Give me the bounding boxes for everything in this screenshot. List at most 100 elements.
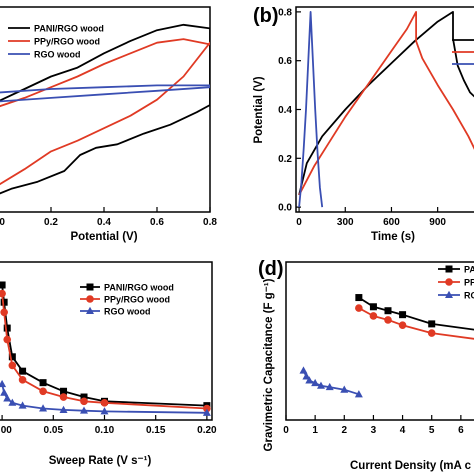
data-point — [18, 401, 27, 409]
data-point — [355, 304, 363, 312]
panel-label: (d) — [258, 258, 284, 280]
series-group — [298, 10, 474, 208]
y-tick-label: 0.4 — [278, 105, 292, 116]
series-line-1 — [0, 23, 210, 195]
x-axis-label: Current Density (mA c — [350, 460, 472, 472]
data-point — [202, 408, 211, 416]
x-tick-label: 5 — [429, 425, 435, 436]
data-point — [3, 335, 12, 344]
y-tick-label: 0.8 — [278, 7, 292, 18]
legend-marker-1 — [86, 283, 94, 291]
data-point — [0, 388, 9, 396]
data-point — [39, 379, 47, 387]
legend-marker-1 — [445, 265, 453, 273]
chart-panel-1: 0.0 0.2 0.4 0.6 0.8 Potential (V) PANI/RGO woo… — [0, 6, 217, 243]
data-point — [311, 378, 320, 387]
data-point — [325, 382, 334, 391]
chart-panel-4: 01234567Current Density (mA cGravimetric… — [258, 258, 474, 472]
data-point — [18, 375, 27, 384]
series-line-3 — [0, 84, 210, 103]
x-tick-label: 1 — [312, 425, 318, 436]
data-point — [0, 289, 6, 298]
x-tick-label: 0.10 — [95, 425, 115, 436]
data-point — [0, 379, 7, 388]
x-tick-label: 300 — [337, 217, 354, 228]
data-point — [299, 366, 308, 374]
data-point — [302, 372, 311, 380]
data-point — [39, 404, 48, 412]
data-point — [0, 298, 8, 306]
data-point — [398, 321, 407, 330]
x-axis-label: Time (s) — [371, 231, 415, 243]
data-point — [384, 316, 392, 324]
x-tick-label: 3 — [371, 425, 377, 436]
data-point — [369, 303, 377, 311]
legend-marker-2 — [445, 278, 453, 286]
x-tick-label: 0 — [283, 425, 289, 436]
data-point — [384, 307, 392, 315]
x-tick-label: 2 — [342, 425, 348, 436]
legend-label-3: RGO wood — [34, 50, 81, 60]
legend-label-1: PANI/RGO wood — [34, 24, 104, 34]
series-line-2 — [358, 307, 474, 340]
data-point — [80, 397, 88, 406]
series-line-1 — [298, 10, 474, 196]
data-point — [340, 385, 349, 393]
data-point — [203, 404, 211, 413]
x-tick-label: 600 — [383, 217, 400, 228]
data-point — [8, 361, 17, 370]
x-tick-label: 4 — [400, 425, 406, 436]
legend-marker-3 — [445, 290, 453, 298]
data-point — [399, 311, 407, 319]
data-point — [59, 393, 68, 401]
legend: PANI/RGO wood PPy/RGO wood RGO wood — [8, 24, 104, 60]
series-group — [299, 294, 474, 398]
series-line-3 — [298, 10, 324, 208]
y-axis-label: Potential (V) — [253, 76, 265, 143]
data-point — [369, 312, 378, 320]
plot-frame — [285, 261, 474, 421]
legend-marker-2 — [86, 295, 94, 303]
y-axis-label: Gravimetric Capacitance (F g⁻¹) — [263, 278, 275, 451]
legend-label-3: RG — [464, 291, 474, 301]
chart-panel-3: 0.00 0.05 0.10 0.15 0.20 Sweep Rate (V s⁻¹) PA… — [0, 261, 217, 467]
legend-label-2: PPy/RGO wood — [104, 295, 170, 305]
data-point — [8, 353, 16, 361]
data-point — [428, 320, 436, 328]
series-line-2 — [1, 293, 207, 410]
x-tick-label: 6 — [458, 425, 464, 436]
data-point — [0, 308, 8, 317]
legend-label-1: PANI/RGO wood — [104, 283, 174, 293]
x-axis-label: Sweep Rate (V s⁻¹) — [49, 455, 152, 467]
data-point — [355, 294, 363, 302]
y-tick-label: 0.0 — [278, 203, 292, 214]
x-tick-label: 0.4 — [97, 217, 111, 228]
data-point — [39, 387, 47, 396]
series-group — [0, 23, 210, 195]
x-tick-label: 0.05 — [44, 425, 64, 436]
data-point — [80, 393, 88, 401]
data-point — [8, 398, 17, 406]
data-point — [3, 394, 12, 402]
series-line-2 — [0, 38, 210, 186]
legend-label-1: PA — [464, 265, 474, 275]
x-tick-label: 0.00 — [0, 425, 12, 436]
legend-label-2: PP — [464, 278, 474, 288]
x-tick-label: 0.6 — [150, 217, 164, 228]
legend-label-2: PPy/RGO wood — [34, 37, 100, 47]
plot-frame — [295, 6, 474, 213]
data-point — [305, 376, 314, 384]
data-point — [59, 405, 68, 413]
x-tick-label: 0 — [296, 217, 302, 228]
y-tick-label: 0.2 — [278, 154, 292, 165]
x-tick-label: 0.0 — [0, 217, 5, 228]
data-point — [60, 387, 68, 395]
data-point — [100, 398, 109, 407]
plot-frame — [0, 6, 211, 213]
x-tick-label: 0.2 — [44, 217, 58, 228]
data-point — [100, 407, 109, 415]
data-point — [427, 329, 436, 337]
data-point — [0, 281, 6, 289]
